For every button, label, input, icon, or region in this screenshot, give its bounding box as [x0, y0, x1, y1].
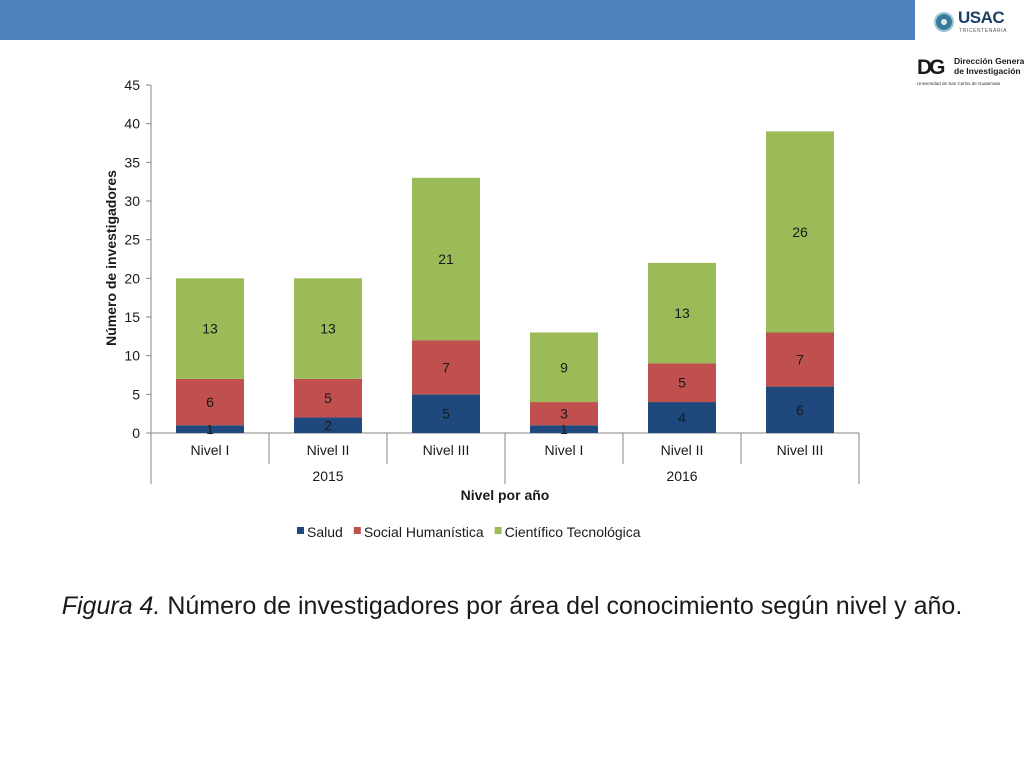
- data-label: 1: [560, 421, 568, 437]
- dg-logo-line2: de Investigación: [954, 66, 1021, 76]
- data-label: 26: [792, 224, 808, 240]
- dg-logo-mark: DG: [917, 56, 945, 79]
- bar-segment: [412, 177, 480, 341]
- bar-segment: [530, 332, 598, 403]
- data-label: 6: [796, 402, 804, 418]
- data-label: 13: [674, 305, 690, 321]
- y-tick-label: 20: [124, 270, 140, 286]
- data-label: 6: [206, 394, 214, 410]
- y-tick-label: 0: [132, 425, 140, 441]
- usac-logo: USAC TRICENTENARIA: [932, 8, 1022, 40]
- data-label: 7: [796, 352, 804, 368]
- bar-segment: [294, 278, 362, 379]
- bar-segment: [766, 131, 834, 333]
- legend-swatch: [297, 527, 304, 534]
- x-category-label: Nivel II: [661, 442, 704, 458]
- data-label: 21: [438, 251, 454, 267]
- y-tick-label: 10: [124, 348, 140, 364]
- x-category-label: Nivel III: [777, 442, 824, 458]
- y-tick-label: 25: [124, 232, 140, 248]
- legend-swatch: [494, 527, 502, 534]
- bar-segment: [648, 363, 716, 403]
- bar-segment: [530, 425, 598, 433]
- y-tick-label: 15: [124, 309, 140, 325]
- data-label: 2: [324, 417, 332, 433]
- dg-logo: DG Dirección General de Investigación Un…: [916, 54, 1024, 90]
- data-label: 5: [324, 390, 332, 406]
- data-label: 1: [206, 421, 214, 437]
- x-axis-title: Nivel por año: [461, 487, 550, 503]
- data-label: 4: [678, 410, 686, 426]
- legend-label: Social Humanística: [364, 524, 484, 540]
- bar-segment: [294, 417, 362, 433]
- usac-logo-subtitle: TRICENTENARIA: [959, 28, 1008, 34]
- data-label: 13: [320, 321, 336, 337]
- bar-segment: [412, 394, 480, 433]
- bar-segment: [176, 378, 244, 426]
- bar-segment: [648, 262, 716, 364]
- bar-segment: [766, 332, 834, 387]
- header-bar: [0, 0, 915, 40]
- data-label: 5: [442, 406, 450, 422]
- data-label: 5: [678, 375, 686, 391]
- bar-segment: [176, 425, 244, 433]
- y-tick-label: 30: [124, 193, 140, 209]
- y-tick-label: 45: [124, 77, 140, 93]
- x-group-label: 2016: [666, 468, 697, 484]
- data-label: 13: [202, 321, 218, 337]
- usac-logo-name: USAC: [958, 8, 1005, 27]
- bar-segment: [530, 402, 598, 426]
- data-label: 9: [560, 359, 568, 375]
- x-category-label: Nivel III: [423, 442, 470, 458]
- legend-label: Salud: [307, 524, 343, 540]
- x-category-label: Nivel II: [307, 442, 350, 458]
- figure-caption-lead: Figura 4.: [61, 592, 161, 620]
- legend-label: Científico Tecnológica: [505, 524, 641, 540]
- bar-segment: [766, 386, 834, 433]
- x-group-label: 2015: [312, 468, 343, 484]
- dg-logo-line3: Universidad de San Carlos de Guatemala: [917, 81, 1001, 86]
- x-category-label: Nivel I: [545, 442, 584, 458]
- data-label: 3: [560, 406, 568, 422]
- bar-segment: [648, 402, 716, 433]
- y-tick-label: 5: [132, 386, 140, 402]
- dg-logo-line1: Dirección General: [954, 56, 1024, 66]
- usac-seal-icon: [934, 12, 954, 32]
- y-axis-title: Número de investigadores: [103, 170, 119, 346]
- bar-segment: [412, 340, 480, 395]
- y-tick-label: 40: [124, 116, 140, 132]
- data-label: 7: [442, 359, 450, 375]
- y-tick-label: 35: [124, 154, 140, 170]
- figure-caption: Figura 4. Número de investigadores por á…: [0, 592, 1024, 621]
- figure-caption-text: Número de investigadores por área del co…: [160, 592, 963, 620]
- bar-segment: [294, 378, 362, 418]
- bar-segment: [176, 278, 244, 379]
- x-category-label: Nivel I: [191, 442, 230, 458]
- legend-swatch: [353, 527, 361, 534]
